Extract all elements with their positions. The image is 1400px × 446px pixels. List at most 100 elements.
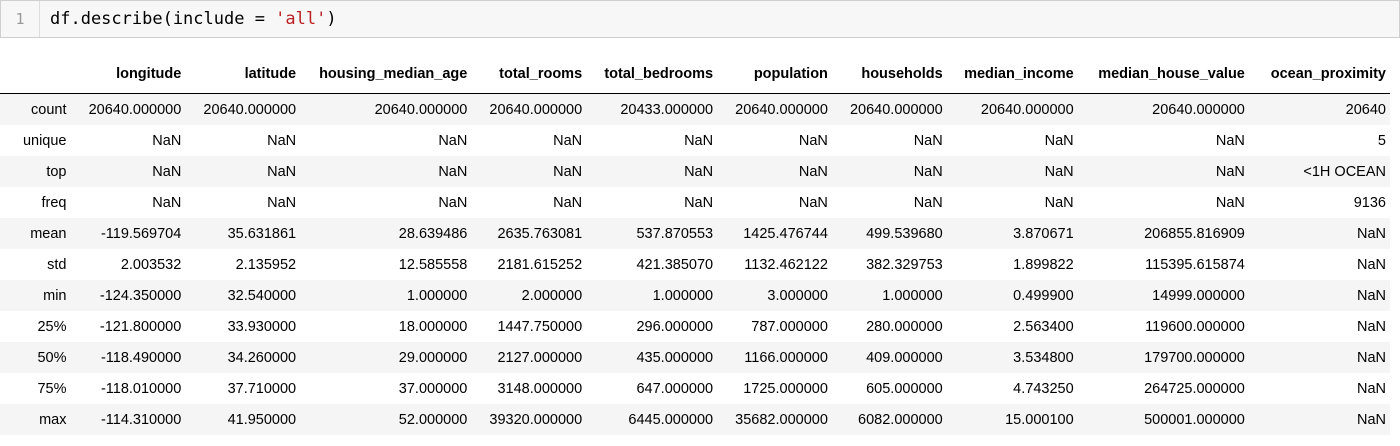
table-cell: 20640.000000 bbox=[374, 101, 468, 118]
table-cell: 2.135952 bbox=[235, 256, 297, 273]
code-string-literal: 'all' bbox=[275, 9, 327, 29]
table-cell: 28.639486 bbox=[398, 225, 468, 242]
table-cell: 1132.462122 bbox=[744, 256, 828, 273]
table-cell: 20433.000000 bbox=[620, 101, 714, 118]
table-cell: NaN bbox=[152, 132, 182, 149]
table-row: std 2.003532 2.135952 12.585558 2181.615252 4… bbox=[0, 249, 1390, 280]
column-header: total_bedrooms bbox=[586, 55, 718, 94]
table-cell: 280.000000 bbox=[866, 318, 943, 335]
table-row: max -114.310000 41.950000 52.000000 39320.00… bbox=[0, 404, 1390, 435]
table-row: unique NaN NaN NaN NaN NaN NaN NaN NaN NaN 5 bbox=[0, 125, 1390, 156]
table-cell: -118.010000 bbox=[100, 380, 182, 397]
table-cell: 264725.000000 bbox=[1144, 380, 1245, 397]
table-cell: 20640.000000 bbox=[489, 101, 583, 118]
table-cell: NaN bbox=[1356, 287, 1386, 304]
table-row: freq NaN NaN NaN NaN NaN NaN NaN NaN NaN 9136 bbox=[0, 187, 1390, 218]
cell-output: longitude latitude housing_median_age total… bbox=[0, 55, 1400, 435]
table-cell: NaN bbox=[152, 163, 182, 180]
table-cell: 33.930000 bbox=[227, 318, 297, 335]
table-cell: 20640.000000 bbox=[849, 101, 943, 118]
table-cell: 29.000000 bbox=[398, 349, 468, 366]
table-cell: 5 bbox=[1377, 132, 1386, 149]
table-cell: NaN bbox=[553, 163, 583, 180]
table-cell: 421.385070 bbox=[636, 256, 714, 273]
table-cell: 2.563400 bbox=[1013, 318, 1074, 335]
table-cell: 296.000000 bbox=[636, 318, 714, 335]
table-cell: 6082.000000 bbox=[858, 411, 943, 428]
row-label: top bbox=[46, 163, 67, 180]
table-cell: 35.631861 bbox=[227, 225, 297, 242]
table-cell: 647.000000 bbox=[636, 380, 714, 397]
column-header: longitude bbox=[70, 55, 186, 94]
table-cell: NaN bbox=[1356, 349, 1386, 366]
table-cell: 500001.000000 bbox=[1144, 411, 1245, 428]
row-label: min bbox=[43, 287, 67, 304]
table-cell: 435.000000 bbox=[636, 349, 714, 366]
code-cell-input[interactable]: 1 df.describe(include = 'all') bbox=[0, 0, 1400, 38]
table-cell: NaN bbox=[1044, 194, 1074, 211]
table-cell: NaN bbox=[438, 194, 468, 211]
row-label: 75% bbox=[37, 380, 67, 397]
table-row: count 20640.000000 20640.000000 20640.00000… bbox=[0, 93, 1390, 125]
table-cell: NaN bbox=[684, 163, 714, 180]
table-cell: 9136 bbox=[1353, 194, 1386, 211]
table-cell: NaN bbox=[798, 163, 828, 180]
table-cell: 3148.000000 bbox=[497, 380, 583, 397]
table-cell: NaN bbox=[913, 132, 943, 149]
column-header: population bbox=[717, 55, 832, 94]
table-row: 25% -121.800000 33.930000 18.000000 1447.750… bbox=[0, 311, 1390, 342]
table-cell: 2635.763081 bbox=[497, 225, 583, 242]
table-cell: 2127.000000 bbox=[497, 349, 583, 366]
table-cell: <1H OCEAN bbox=[1303, 163, 1386, 180]
table-row: 75% -118.010000 37.710000 37.000000 3148.000… bbox=[0, 373, 1390, 404]
table-cell: NaN bbox=[684, 132, 714, 149]
table-cell: NaN bbox=[1044, 163, 1074, 180]
row-label: 25% bbox=[37, 318, 67, 335]
table-cell: 1447.750000 bbox=[497, 318, 583, 335]
table-cell: NaN bbox=[1215, 194, 1245, 211]
table-row: top NaN NaN NaN NaN NaN NaN NaN NaN NaN <1H OCEAN bbox=[0, 156, 1390, 187]
table-cell: 2.003532 bbox=[120, 256, 182, 273]
table-row: 50% -118.490000 34.260000 29.000000 2127.000… bbox=[0, 342, 1390, 373]
table-cell: 537.870553 bbox=[636, 225, 714, 242]
table-cell: 37.710000 bbox=[227, 380, 297, 397]
table-cell: 18.000000 bbox=[398, 318, 468, 335]
table-cell: NaN bbox=[1356, 225, 1386, 242]
table-cell: 20640.000000 bbox=[735, 101, 828, 118]
table-cell: 20640.000000 bbox=[980, 101, 1074, 118]
table-cell: NaN bbox=[1356, 380, 1386, 397]
row-label: freq bbox=[41, 194, 67, 211]
column-header: median_income bbox=[946, 55, 1078, 94]
table-row: min -124.350000 32.540000 1.000000 2.000000 1… bbox=[0, 280, 1390, 311]
index-header bbox=[0, 55, 71, 94]
table-cell: 2181.615252 bbox=[497, 256, 583, 273]
table-cell: 34.260000 bbox=[227, 349, 297, 366]
table-cell: 14999.000000 bbox=[1152, 287, 1245, 304]
row-label: unique bbox=[22, 132, 67, 149]
table-cell: NaN bbox=[152, 194, 182, 211]
table-cell: -118.490000 bbox=[100, 349, 182, 366]
table-cell: 12.585558 bbox=[398, 256, 468, 273]
table-cell: 179700.000000 bbox=[1144, 349, 1245, 366]
describe-dataframe: longitude latitude housing_median_age total… bbox=[0, 55, 1390, 435]
table-cell: 6445.000000 bbox=[628, 411, 714, 428]
table-cell: 1166.000000 bbox=[744, 349, 828, 366]
table-cell: 382.329753 bbox=[866, 256, 943, 273]
table-cell: 2.000000 bbox=[521, 287, 583, 304]
table-cell: NaN bbox=[553, 132, 583, 149]
table-cell: NaN bbox=[1356, 256, 1386, 273]
table-cell: NaN bbox=[438, 132, 468, 149]
table-cell: 1.000000 bbox=[406, 287, 468, 304]
table-cell: -114.310000 bbox=[100, 411, 182, 428]
table-cell: NaN bbox=[267, 132, 297, 149]
table-cell: 39320.000000 bbox=[489, 411, 583, 428]
column-header: median_house_value bbox=[1077, 55, 1249, 94]
table-cell: 20640.000000 bbox=[203, 101, 297, 118]
row-label: max bbox=[39, 411, 67, 428]
table-cell: NaN bbox=[913, 194, 943, 211]
code-editor[interactable]: df.describe(include = 'all') bbox=[40, 9, 337, 29]
table-cell: NaN bbox=[798, 194, 828, 211]
table-cell: 32.540000 bbox=[227, 287, 297, 304]
table-cell: 20640.000000 bbox=[88, 101, 182, 118]
table-cell: 409.000000 bbox=[866, 349, 943, 366]
